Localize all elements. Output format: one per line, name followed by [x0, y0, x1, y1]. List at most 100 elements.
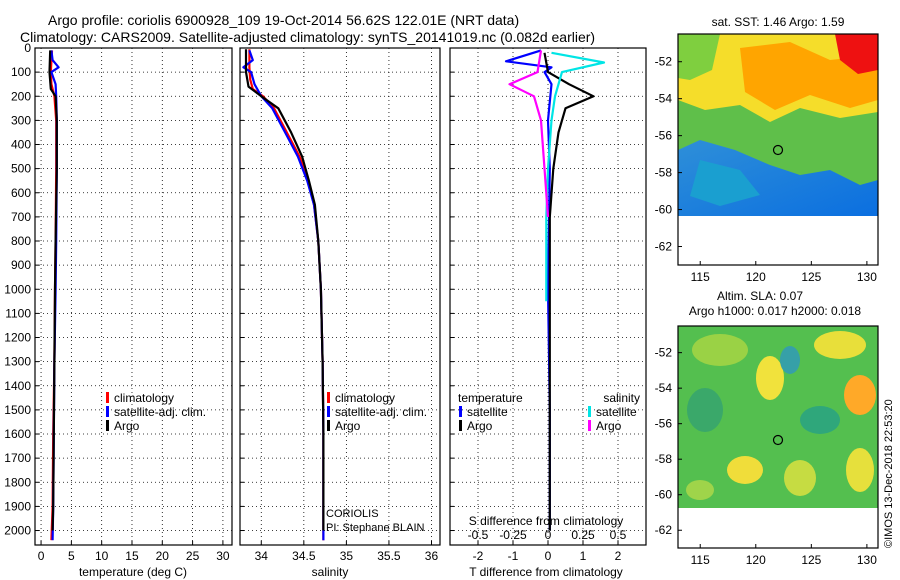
sla-map-title: Altim. SLA: 0.07 — [717, 289, 803, 303]
sla-map-subtitle: Argo h1000: 0.017 h2000: 0.018 — [689, 304, 861, 318]
sla-map-ytick-label: -62 — [655, 523, 673, 537]
sla-map-ytick-label: -60 — [655, 488, 673, 502]
imos-watermark: ©IMOS 13-Dec-2018 22:53:20 — [883, 399, 895, 548]
legend-swatch-climatology — [106, 392, 109, 403]
sla-map-ytick-label: -52 — [655, 346, 673, 360]
sst-map-ytick-label: -58 — [655, 166, 673, 180]
legend-label-satellite: satellite-adj. clim. — [335, 405, 427, 419]
series-line-temperature-argo — [543, 52, 595, 531]
salinity-diff-xtick-label: -0.5 — [468, 528, 489, 542]
sla-map-frame — [677, 325, 879, 549]
sst-red-patch — [835, 34, 878, 74]
legend-swatch-t-argo — [459, 420, 462, 431]
depth-ytick-label: 800 — [11, 234, 31, 248]
depth-ytick-label: 1200 — [4, 331, 31, 345]
sst-map-frame — [677, 33, 879, 266]
difference-xtick-label: -1 — [508, 549, 519, 563]
depth-ytick-label: 200 — [11, 89, 31, 103]
series-line-salinity-satellite — [545, 51, 606, 302]
depth-ytick-label: 1600 — [4, 427, 31, 441]
difference-xtick-label: -2 — [473, 549, 484, 563]
sst-map-ytick-label: -62 — [655, 240, 673, 254]
temperature-xtick-label: 25 — [186, 549, 200, 563]
depth-ytick-label: 1500 — [4, 403, 31, 417]
sst-cyan-patch — [690, 160, 760, 206]
salinity-diff-xtick-label: -0.25 — [499, 528, 527, 542]
header-line1: Argo profile: coriolis 6900928_109 19-Oc… — [48, 12, 519, 28]
sst-argo-location-marker — [772, 144, 784, 156]
sla-patch — [686, 480, 714, 500]
sst-map-xtick-label: 120 — [746, 270, 766, 284]
temperature-xtick-label: 10 — [95, 549, 109, 563]
sla-patch — [844, 375, 876, 415]
sla-patch — [784, 460, 816, 496]
depth-ytick-label: 0 — [24, 41, 31, 55]
sst-no-data — [678, 216, 878, 265]
pi-annotation: PI: Stephane BLAIN — [326, 522, 425, 534]
depth-ytick-label: 700 — [11, 210, 31, 224]
sla-patch — [756, 356, 784, 400]
legend-label-satellite: satellite-adj. clim. — [114, 405, 206, 419]
depth-ytick-label: 1900 — [4, 499, 31, 513]
salinity-xtick-label: 34.5 — [292, 549, 316, 563]
salinity-xlabel: salinity — [312, 565, 349, 579]
coriolis-annotation: CORIOLIS — [326, 508, 379, 520]
sst-map-title: sat. SST: 1.46 Argo: 1.59 — [712, 15, 845, 29]
depth-ytick-label: 600 — [11, 186, 31, 200]
legend-swatch-climatology — [327, 392, 330, 403]
legend-label-t-argo: Argo — [467, 419, 493, 433]
sla-patch — [727, 456, 763, 484]
salinity-xtick-label: 35 — [340, 549, 354, 563]
series-line-salinity-argo — [508, 50, 550, 217]
sst-map-ytick-label: -54 — [655, 92, 673, 106]
series-line-argo — [244, 49, 325, 531]
depth-ytick-label: 1300 — [4, 355, 31, 369]
sst-map-ytick-label: -52 — [655, 55, 673, 69]
sla-patch — [692, 334, 748, 366]
legend-label-climatology: climatology — [114, 391, 174, 405]
sla-map-ytick-label: -56 — [655, 417, 673, 431]
depth-ytick-label: 1400 — [4, 379, 31, 393]
legend-title-salinity: salinity — [603, 391, 640, 405]
temperature-xtick-label: 30 — [216, 549, 230, 563]
legend-label-climatology: climatology — [335, 391, 395, 405]
sla-argo-location-marker — [772, 434, 784, 446]
depth-ytick-label: 400 — [11, 138, 31, 152]
difference-xtick-label: 2 — [615, 549, 622, 563]
legend-swatch-t-satellite — [459, 406, 462, 417]
depth-ytick-label: 500 — [11, 162, 31, 176]
depth-ytick-label: 900 — [11, 258, 31, 272]
legend-label-argo: Argo — [114, 419, 140, 433]
difference-xlabel-top: S difference from climatology — [469, 514, 624, 528]
series-line-temperature-satellite — [504, 49, 553, 531]
depth-ytick-label: 1100 — [5, 306, 31, 320]
sla-map-ytick-label: -58 — [655, 452, 673, 466]
difference-xtick-label: 0 — [545, 549, 552, 563]
salinity-panel — [239, 47, 441, 546]
temperature-panel — [34, 47, 233, 546]
depth-ytick-label: 1700 — [4, 451, 31, 465]
sla-patch — [814, 331, 866, 359]
sla-map-ytick-label: -54 — [655, 381, 673, 395]
salinity-diff-xtick-label: 0 — [545, 528, 552, 542]
depth-ytick-label: 2000 — [4, 524, 31, 538]
temperature-xtick-label: 5 — [68, 549, 75, 563]
depth-ytick-label: 1000 — [4, 282, 31, 296]
salinity-xtick-label: 34 — [255, 549, 269, 563]
depth-ytick-label: 300 — [11, 113, 31, 127]
legend-label-s-satellite: satellite — [596, 405, 637, 419]
legend-label-s-argo: Argo — [596, 419, 622, 433]
depth-ytick-label: 100 — [11, 65, 31, 79]
temperature-xtick-label: 20 — [156, 549, 170, 563]
legend-swatch-argo — [327, 420, 330, 431]
sst-green-patch — [678, 34, 720, 80]
temperature-xtick-label: 0 — [38, 549, 45, 563]
sla-map-xtick-label: 115 — [691, 553, 710, 567]
legend-swatch-satellite — [327, 406, 330, 417]
salinity-xtick-label: 35.5 — [377, 549, 401, 563]
legend-swatch-s-satellite — [588, 406, 591, 417]
sst-map-xtick-label: 115 — [691, 270, 710, 284]
sla-map-xtick-label: 120 — [746, 553, 766, 567]
difference-legend: temperature satellite Argo salinity sate… — [458, 391, 640, 433]
